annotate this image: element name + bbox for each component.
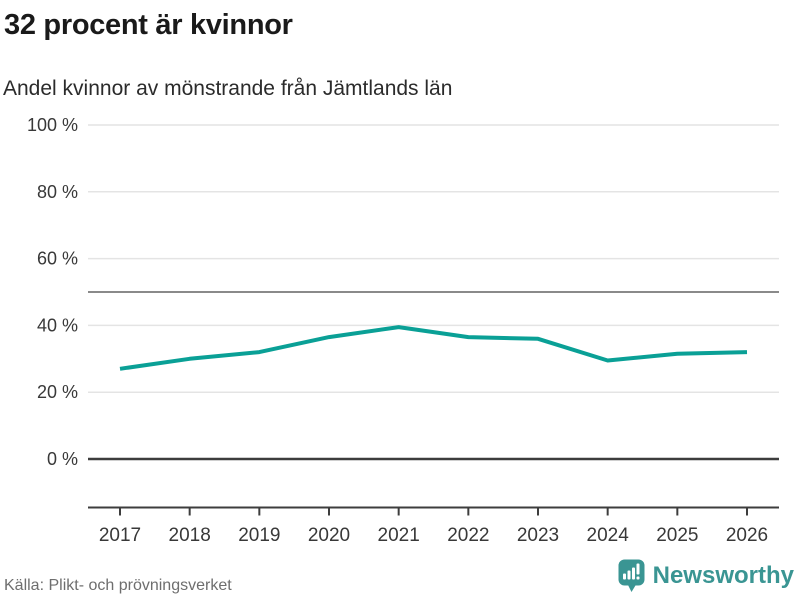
x-tick-label: 2025 [656,525,698,546]
x-tick-label: 2022 [447,525,489,546]
x-tick-label: 2019 [238,525,280,546]
x-tick-label: 2020 [308,525,350,546]
y-tick-label: 0 % [47,449,78,469]
source-note: Källa: Plikt- och prövningsverket [4,577,232,594]
bar-chart-speech-bubble-icon [618,559,645,592]
x-tick-label: 2023 [517,525,559,546]
y-tick-label: 60 % [37,249,78,269]
chart-title: 32 procent är kvinnor [4,9,293,41]
newsworthy-wordmark: Newsworthy [652,562,794,589]
y-tick-label: 20 % [37,382,78,402]
chart-subtitle: Andel kvinnor av mönstrande från Jämtlan… [3,77,453,100]
x-tick-label: 2017 [99,525,141,546]
y-tick-label: 100 % [27,115,78,135]
trend-line [119,325,748,371]
x-tick-label: 2026 [726,525,768,546]
newsworthy-logo[interactable]: Newsworthy [618,559,794,593]
y-tick-label: 80 % [37,182,78,202]
x-tick-label: 2018 [169,525,211,546]
y-tick-label: 40 % [37,315,78,335]
x-tick-label: 2024 [587,525,630,546]
x-tick-label: 2021 [378,525,420,546]
